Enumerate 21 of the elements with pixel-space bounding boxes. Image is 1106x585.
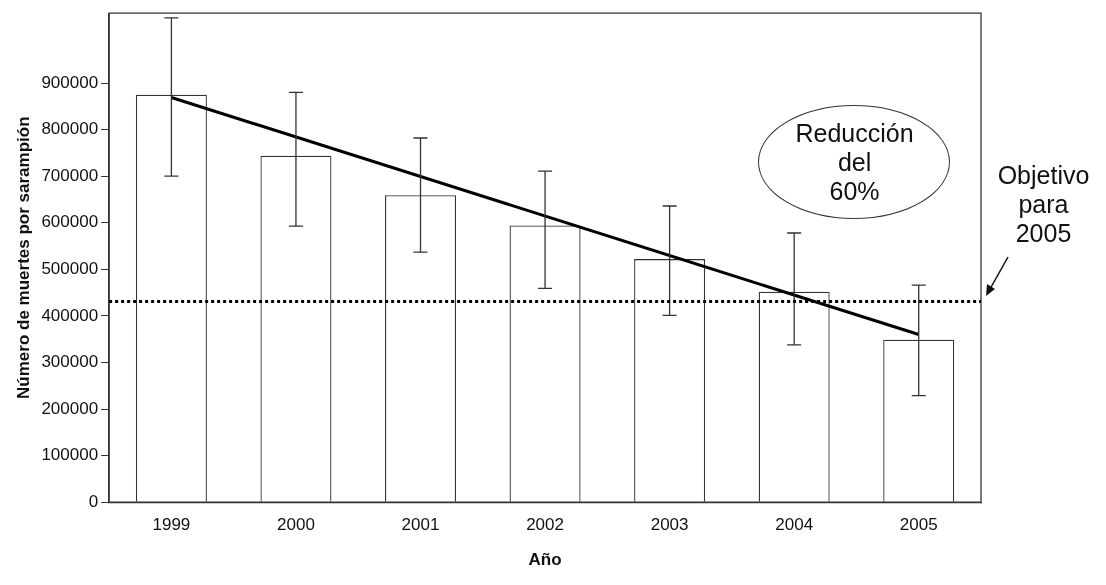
y-tick-label: 600000 xyxy=(41,212,99,232)
y-tick-label: 100000 xyxy=(41,445,99,465)
annotation: Reducción del 60% xyxy=(794,119,915,207)
x-tick-label: 2004 xyxy=(775,515,814,535)
y-tick-label: 200000 xyxy=(41,398,99,418)
ref-line-label: Objetivo para 2005 xyxy=(996,161,1091,249)
x-tick-label: 1999 xyxy=(152,515,191,535)
x-tick-label: 2005 xyxy=(899,515,938,535)
y-tick-label: 300000 xyxy=(41,352,99,372)
x-tick-label: 2002 xyxy=(526,515,564,535)
y-tick-label: 400000 xyxy=(41,305,99,325)
x-axis-title: Año xyxy=(528,550,562,570)
y-tick-label: 800000 xyxy=(41,119,99,139)
y-tick-label: 700000 xyxy=(41,165,99,185)
y-tick-label: 500000 xyxy=(41,259,99,279)
y-tick-label: 0 xyxy=(88,491,99,511)
x-tick-label: 2000 xyxy=(277,515,315,535)
y-tick-label: 900000 xyxy=(41,72,99,92)
y-axis-title: Número de muertes por sarampión xyxy=(13,116,33,399)
x-tick-label: 2003 xyxy=(650,515,689,535)
x-tick-label: 2001 xyxy=(401,515,440,535)
